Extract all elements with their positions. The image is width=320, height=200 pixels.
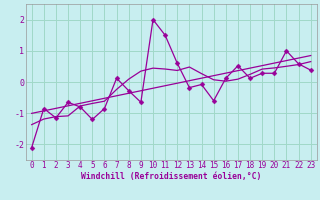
X-axis label: Windchill (Refroidissement éolien,°C): Windchill (Refroidissement éolien,°C)	[81, 172, 261, 181]
